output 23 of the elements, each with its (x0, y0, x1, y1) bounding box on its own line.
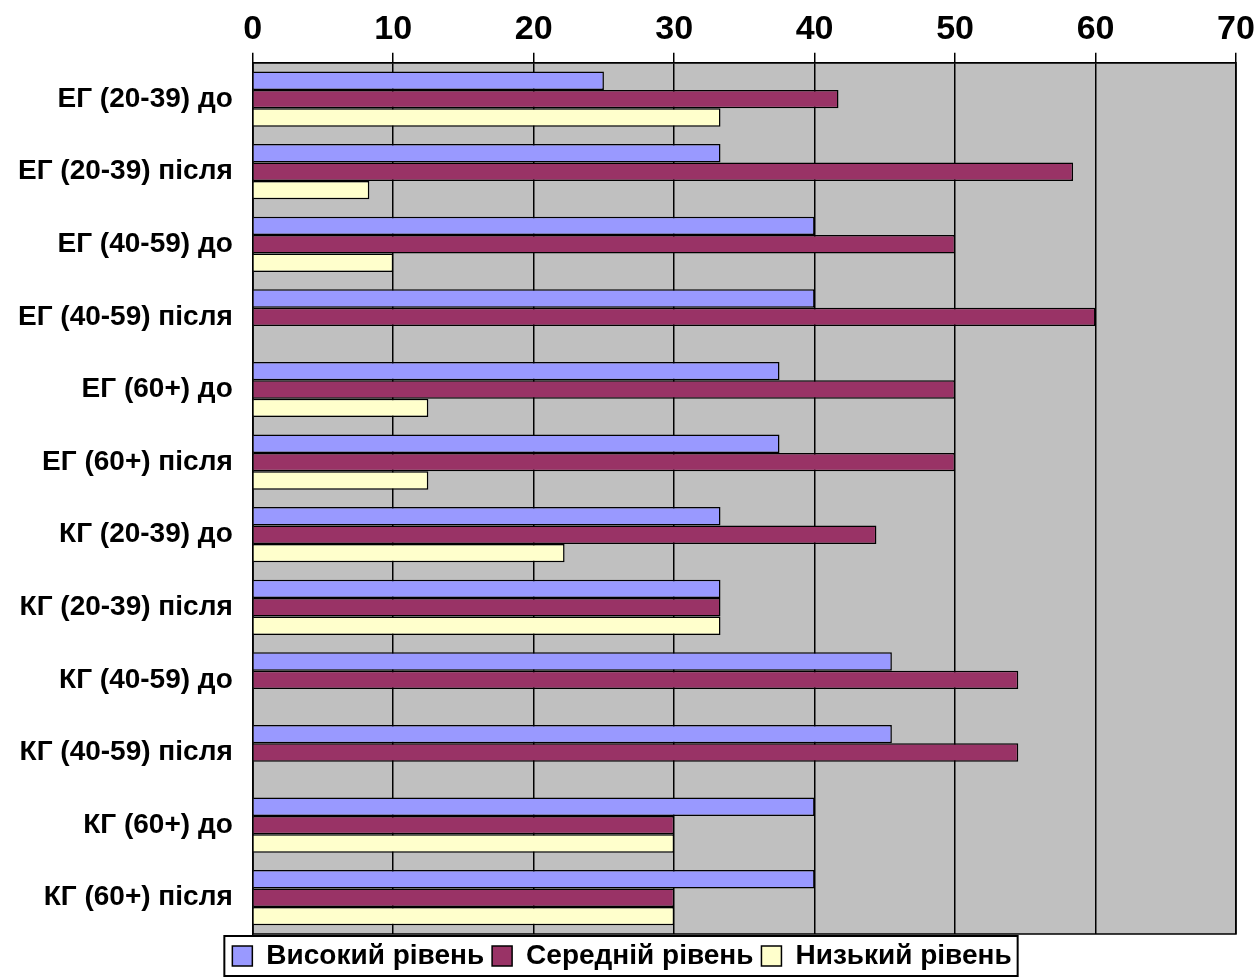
y-tick-label: КГ (60+) після (43, 880, 233, 912)
x-tick-label: 40 (795, 7, 834, 46)
x-tick-label: 0 (243, 7, 263, 46)
y-tick-label: ЕГ (20-39) після (17, 154, 233, 186)
legend-label: Середній рівень (526, 938, 754, 970)
y-tick-label: ЕГ (60+) після (42, 444, 233, 476)
y-tick-label: КГ (20-39) після (19, 590, 233, 622)
x-tick-label: 50 (936, 7, 974, 46)
y-tick-label: ЕГ (60+) до (81, 372, 233, 404)
y-tick-label: КГ (60+) до (83, 807, 233, 839)
legend-label: Високий рівень (266, 938, 485, 970)
y-tick-label: ЕГ (40-59) після (17, 299, 233, 331)
x-tick-label: 10 (374, 7, 413, 46)
y-tick-label: КГ (20-39) до (59, 517, 233, 549)
y-tick-label: ЕГ (40-59) до (57, 227, 233, 259)
y-tick-label: ЕГ (20-39) до (57, 81, 233, 113)
x-tick-label: 70 (1217, 7, 1255, 46)
y-tick-label: КГ (40-59) до (59, 662, 233, 694)
x-tick-label: 60 (1076, 7, 1115, 46)
y-tick-label: КГ (40-59) після (19, 735, 233, 767)
x-tick-label: 20 (514, 7, 553, 46)
legend-label: Низький рівень (795, 938, 1012, 970)
x-tick-label: 30 (655, 7, 694, 46)
